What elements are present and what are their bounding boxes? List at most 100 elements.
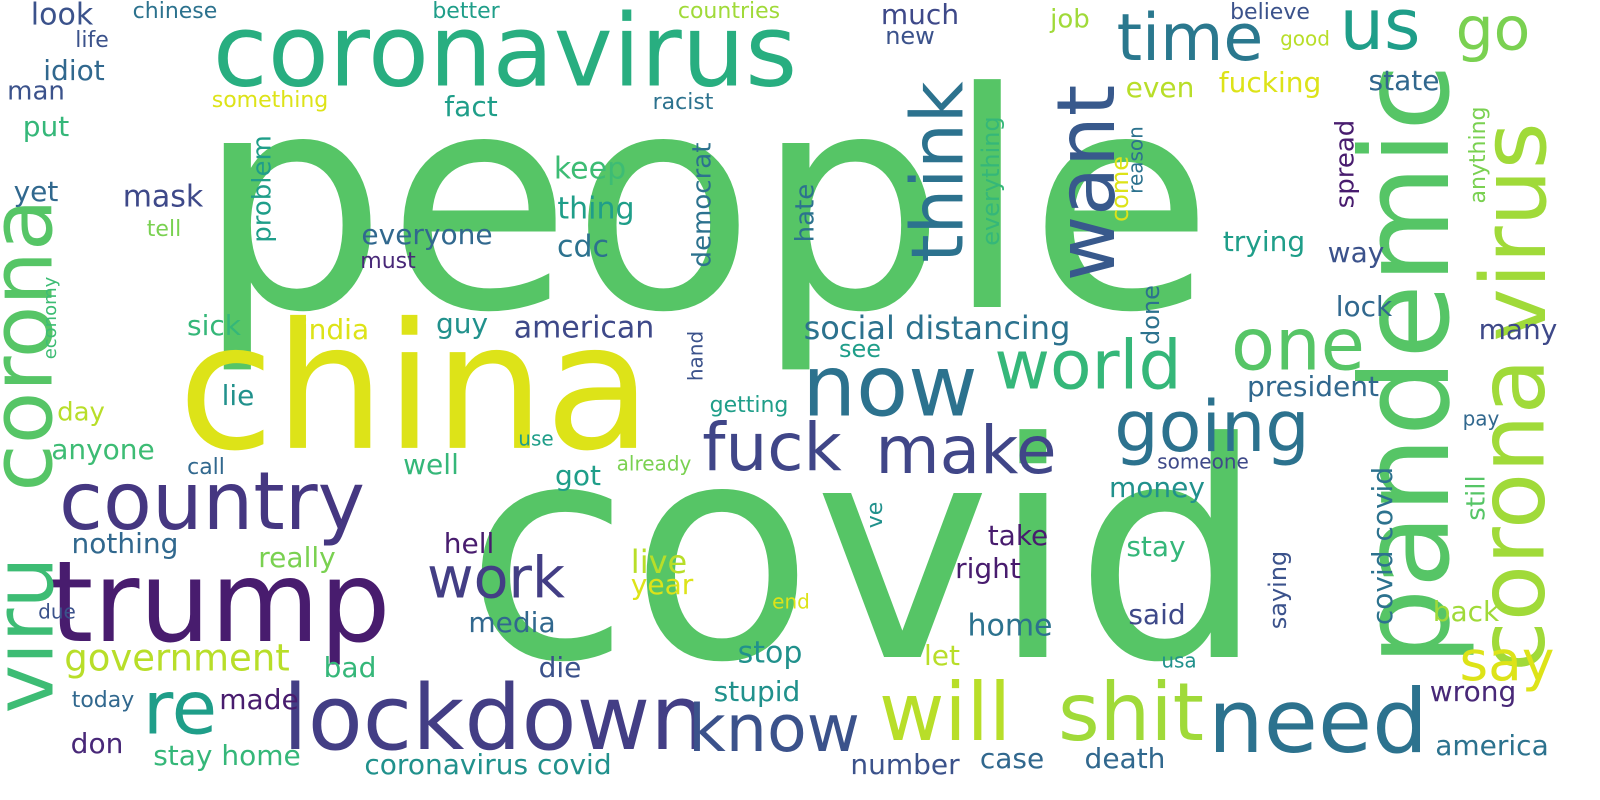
word-call: call xyxy=(187,455,225,480)
word-china: china xyxy=(178,287,652,490)
word-fuck: fuck xyxy=(702,409,842,486)
word-money: money xyxy=(1109,471,1205,504)
word-america: america xyxy=(1435,729,1549,762)
word-life: life xyxy=(75,28,109,53)
word-shit: shit xyxy=(1058,666,1204,759)
word-thing: thing xyxy=(557,192,634,227)
word-bad: bad xyxy=(324,651,377,684)
word-sick: sick xyxy=(187,309,242,342)
word-must: must xyxy=(360,249,416,274)
word-tell: tell xyxy=(147,217,181,242)
word-want: want xyxy=(1040,85,1133,282)
word-take: take xyxy=(988,519,1049,552)
word-way: way xyxy=(1328,236,1385,269)
word-go: go xyxy=(1456,0,1531,65)
word-everyone: everyone xyxy=(361,218,492,251)
word-end: end xyxy=(772,590,810,614)
word-come: come xyxy=(1106,156,1134,222)
word-coronavirus-covid: coronavirus covid xyxy=(364,748,611,781)
word-done: done xyxy=(1137,285,1165,345)
word-put: put xyxy=(23,110,70,143)
word-viru: viru xyxy=(0,557,72,714)
word-due: due xyxy=(38,600,76,624)
word-problem: problem xyxy=(248,135,278,243)
word-media: media xyxy=(468,606,555,639)
word-lie: lie xyxy=(222,379,255,412)
word-country: country xyxy=(59,455,365,548)
word-economy: economy xyxy=(40,276,61,359)
word-back: back xyxy=(1433,595,1500,628)
word-someone: someone xyxy=(1157,450,1249,474)
word-even: even xyxy=(1126,71,1195,104)
word-guy: guy xyxy=(436,307,488,340)
word-corona: corona xyxy=(0,198,72,491)
word-today: today xyxy=(72,688,135,713)
word-number: number xyxy=(850,748,960,781)
word-good: good xyxy=(1280,27,1330,51)
word-virus: virus xyxy=(1462,122,1567,341)
word-still: still xyxy=(1462,475,1492,520)
word-democrat: democrat xyxy=(688,143,718,268)
word-everything: everything xyxy=(977,116,1005,246)
word-one: one xyxy=(1231,303,1365,387)
word-idiot: idiot xyxy=(43,54,104,87)
word-use: use xyxy=(518,427,553,451)
word-state: state xyxy=(1369,64,1440,97)
word-cdc: cdc xyxy=(557,230,609,265)
word-racist: racist xyxy=(653,90,714,115)
word-coronavirus: coronavirus xyxy=(213,0,797,109)
word-pay: pay xyxy=(1463,407,1500,431)
word-saying: saying xyxy=(1264,551,1292,630)
word-getting: getting xyxy=(710,393,789,418)
word-stay: stay xyxy=(1126,530,1185,563)
word-yet: yet xyxy=(14,175,59,208)
word-hate: hate xyxy=(791,184,821,243)
word-stop: stop xyxy=(738,636,803,671)
word-keep: keep xyxy=(554,152,626,187)
word-government: government xyxy=(64,637,290,680)
word-really: really xyxy=(258,541,335,574)
word-day: day xyxy=(57,398,105,428)
word-better: better xyxy=(432,0,500,24)
word-wrong: wrong xyxy=(1430,675,1516,708)
word-said: said xyxy=(1128,598,1185,631)
word-anything: anything xyxy=(1466,106,1491,203)
word-world: world xyxy=(994,327,1181,406)
word-see: see xyxy=(839,335,881,363)
word-time: time xyxy=(1117,1,1264,76)
word-year: year xyxy=(631,568,694,601)
word-make: make xyxy=(875,412,1056,489)
word-spread: spread xyxy=(1331,120,1361,209)
word-got: got xyxy=(555,459,601,492)
word-nothing: nothing xyxy=(72,527,179,560)
word-man: man xyxy=(7,77,65,107)
word-look: look xyxy=(31,0,94,33)
word-chinese: chinese xyxy=(133,0,218,24)
word-social-distancing: social distancing xyxy=(804,309,1071,347)
word-president: president xyxy=(1247,370,1379,403)
word-live: live xyxy=(631,543,687,581)
word-well: well xyxy=(403,448,459,481)
word-ve: ve xyxy=(863,502,888,529)
word-believe: believe xyxy=(1230,0,1310,25)
word-going: going xyxy=(1114,386,1310,468)
word-don: don xyxy=(71,727,124,760)
word-lock: lock xyxy=(1336,290,1393,323)
word-american: american xyxy=(514,311,655,346)
word-covid-covid: covid covid xyxy=(1366,467,1399,625)
word-know: know xyxy=(688,692,860,767)
word-say: say xyxy=(1460,629,1555,693)
word-think: think xyxy=(896,81,980,263)
word-stupid: stupid xyxy=(714,675,801,708)
word-right: right xyxy=(955,552,1021,585)
word-countries: countries xyxy=(678,0,780,24)
word-usa: usa xyxy=(1161,649,1196,673)
word-job: job xyxy=(1049,5,1090,35)
word-case: case xyxy=(980,742,1044,775)
word-something: something xyxy=(212,88,328,113)
word-corona: corona xyxy=(1458,358,1565,672)
word-made: made xyxy=(219,683,298,716)
word-hand: hand xyxy=(684,331,708,381)
word-many: many xyxy=(1479,313,1558,346)
